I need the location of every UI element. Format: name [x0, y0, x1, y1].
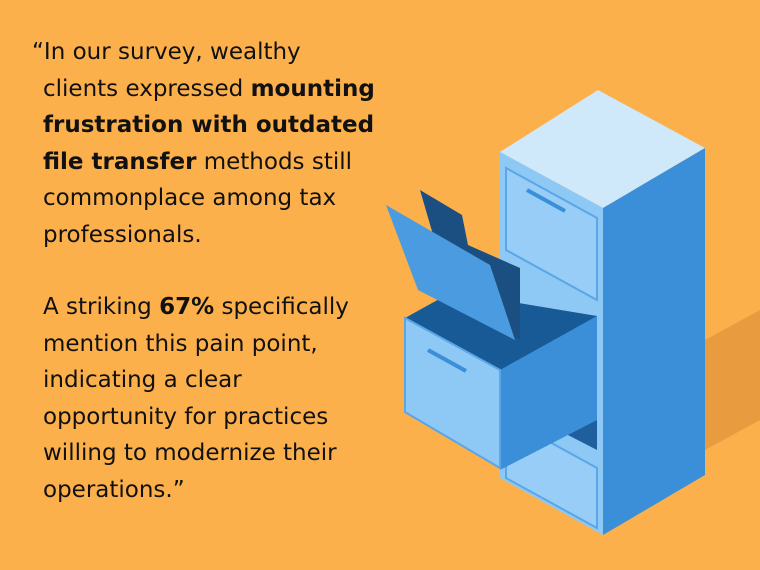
text-line: indicating a clear	[43, 362, 423, 399]
text-line: willing to modernize their	[43, 435, 423, 472]
text-line: frustration with outdated	[43, 107, 423, 144]
paragraph: “In our survey, wealthy clients expressed…	[32, 34, 423, 254]
text-line: mention this pain point,	[43, 326, 423, 363]
text-line: commonplace among tax	[43, 180, 423, 217]
text: methods still	[196, 148, 353, 175]
text: opportunity for practices	[43, 403, 329, 430]
bold-text: file transfer	[43, 148, 197, 175]
quote: “In our survey, wealthy clients expressed…	[32, 34, 423, 544]
text: clients expressed	[43, 75, 251, 102]
text: A striking	[43, 294, 160, 320]
text-line: clients expressed mounting	[43, 71, 423, 108]
top-drawer	[505, 166, 598, 302]
drawer-side	[500, 316, 597, 470]
bold-text: frustration with outdated	[43, 112, 375, 138]
text-line: “In our survey, wealthy	[32, 34, 423, 71]
text-line: professionals.	[43, 217, 423, 254]
text: professionals.	[43, 221, 202, 248]
handle	[427, 348, 467, 373]
text: specifically	[214, 294, 349, 320]
text: operations.”	[43, 476, 185, 503]
text-line: opportunity for practices	[43, 399, 423, 436]
bold-text: 67%	[159, 294, 215, 320]
text-line: operations.”	[43, 472, 423, 509]
handle	[526, 188, 566, 213]
open-drawer-front	[404, 316, 501, 470]
text-line: A striking 67% specifically	[43, 289, 423, 326]
cabinet-side	[603, 148, 705, 535]
text: mention this pain point,	[43, 330, 318, 357]
shadow	[705, 310, 760, 450]
folder-front	[386, 205, 515, 340]
text: “In our survey, wealthy	[32, 39, 301, 65]
text: willing to modernize their	[43, 440, 337, 466]
bold-text: mounting	[250, 75, 375, 102]
text: commonplace among tax	[43, 185, 337, 211]
text-line: file transfer methods still	[43, 144, 423, 181]
cabinet-top	[500, 90, 705, 208]
paragraph: A striking 67% specifically mention this …	[43, 289, 423, 508]
text: indicating a clear	[43, 367, 242, 393]
